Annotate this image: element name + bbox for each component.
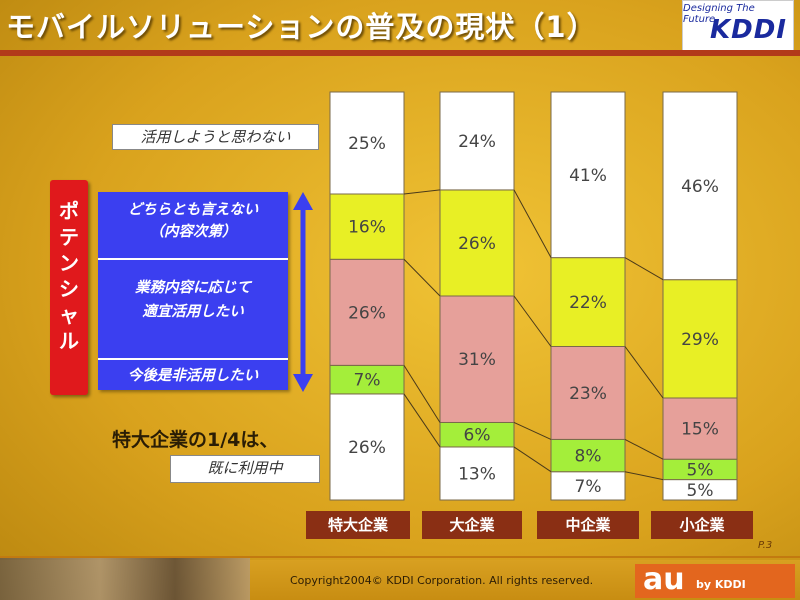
data-label: 41% [569,166,607,186]
au-logo-box [635,564,795,598]
data-label: 15% [681,420,719,440]
connector-line [513,295,552,347]
data-label: 5% [687,460,714,480]
bar-segment [662,479,738,501]
bar-segment [439,421,515,448]
bar-segment [329,364,405,395]
panel-divider [98,258,288,260]
label-appropriate-line2: 適宜活用したい [142,304,244,320]
data-label: 31% [458,350,496,370]
connector-line [513,189,552,258]
data-label: 22% [569,293,607,313]
bar-segment [550,471,626,501]
data-label: 7% [575,477,602,497]
data-label: 29% [681,330,719,350]
label-no-intent: 活用しようと思わない [112,124,319,150]
connector-line [624,438,664,460]
label-appropriate-line1: 業務内容に応じて [135,280,251,296]
connector-line [403,258,441,297]
label-undecided-line2: （内容次第） [149,224,237,240]
copyright-text: Copyright2004© KDDI Corporation. All rig… [290,574,594,587]
category-label: 特大企業 [306,511,410,539]
connector-line [403,393,441,448]
bar-segment [439,295,515,423]
bar-segment [662,458,738,481]
bar-segment [329,193,405,260]
footer-photo-strip [0,558,250,600]
note-text: 特大企業の1/4は、 [112,429,279,451]
bar-segment [550,345,626,440]
category-label: 大企業 [422,511,522,539]
data-label: 7% [354,371,381,391]
data-label: 16% [348,218,386,238]
bar-segment [550,91,626,259]
potential-bar: ポテンシャル [50,180,88,395]
footer-divider [0,556,800,558]
data-label: 23% [569,384,607,404]
page-title: モバイルソリューションの普及の現状（1） [6,10,597,44]
data-label: 8% [575,447,602,467]
au-logo: au [643,562,685,597]
bar-segment [662,397,738,460]
kddi-logo: KDDI [710,15,787,45]
data-label: 26% [458,234,496,254]
bar-segment [329,258,405,366]
bar-segment [550,438,626,473]
connector-line [513,446,552,473]
panel-divider [98,358,288,360]
bar-segment [662,279,738,399]
data-label: 25% [348,134,386,154]
connector-line [403,365,441,423]
label-in-use: 既に利用中 [170,455,320,483]
au-by-kddi: by KDDI [696,578,746,591]
connector-line [624,257,664,281]
bar-segment [550,257,626,347]
data-label: 46% [681,177,719,197]
data-label: 13% [458,464,496,484]
brand-tagline: Designing The Future [683,3,755,25]
bar-segment [439,446,515,501]
double-arrow-icon [293,192,313,392]
connector-line [624,346,664,399]
bar-segment [439,189,515,297]
kddi-logo-box: Designing The Future KDDI [682,0,794,52]
page-number: P.3 [758,540,773,551]
data-label: 26% [348,438,386,458]
category-label: 小企業 [651,511,753,539]
bar-segment [329,91,405,195]
label-must-use: 今後是非活用したい [127,368,259,384]
potential-label-panel: どちらとも言えない （内容次第） 業務内容に応じて 適宜活用したい 今後是非活用… [98,192,288,390]
potential-label: ポテンシャル [59,199,79,353]
connector-line [624,471,664,481]
bar-segment [662,91,738,281]
connector-line [513,422,552,440]
connector-line [403,189,441,195]
data-label: 6% [464,426,491,446]
data-label: 5% [687,481,714,501]
label-undecided-line1: どちらとも言えない [127,202,259,218]
data-label: 24% [458,132,496,152]
category-label: 中企業 [537,511,639,539]
data-label: 26% [348,303,386,323]
bar-segment [439,91,515,191]
title-divider [0,50,800,56]
bar-segment [329,393,405,501]
